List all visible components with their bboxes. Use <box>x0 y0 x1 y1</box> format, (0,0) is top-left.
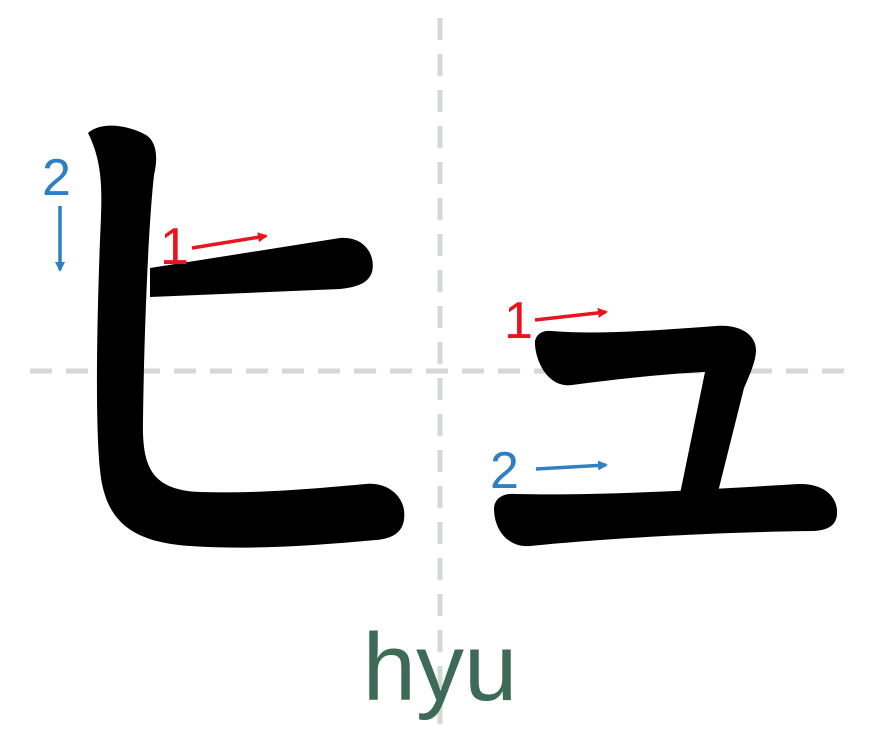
hi-stroke-1-annotation: 1 <box>160 218 268 276</box>
stroke-number: 1 <box>504 292 533 350</box>
yu-stroke-1 <box>534 325 756 494</box>
arrow-right-icon <box>534 307 608 322</box>
hi-stroke-2 <box>88 125 405 548</box>
yu-stroke-2-annotation: 2 <box>490 442 608 500</box>
yu-stroke-1-annotation: 1 <box>504 292 608 350</box>
kana-hi <box>88 125 405 548</box>
romaji-label: hyu <box>363 614 518 721</box>
stroke-number: 2 <box>42 149 71 207</box>
arrow-right-icon <box>535 460 608 471</box>
stroke-number: 2 <box>490 442 519 500</box>
stroke-number: 1 <box>160 218 189 276</box>
arrow-right-icon <box>191 232 268 250</box>
hi-stroke-2-annotation: 2 <box>42 149 71 272</box>
hi-stroke-1 <box>150 237 373 297</box>
kana-yu <box>494 325 838 547</box>
yu-stroke-2 <box>494 483 838 547</box>
